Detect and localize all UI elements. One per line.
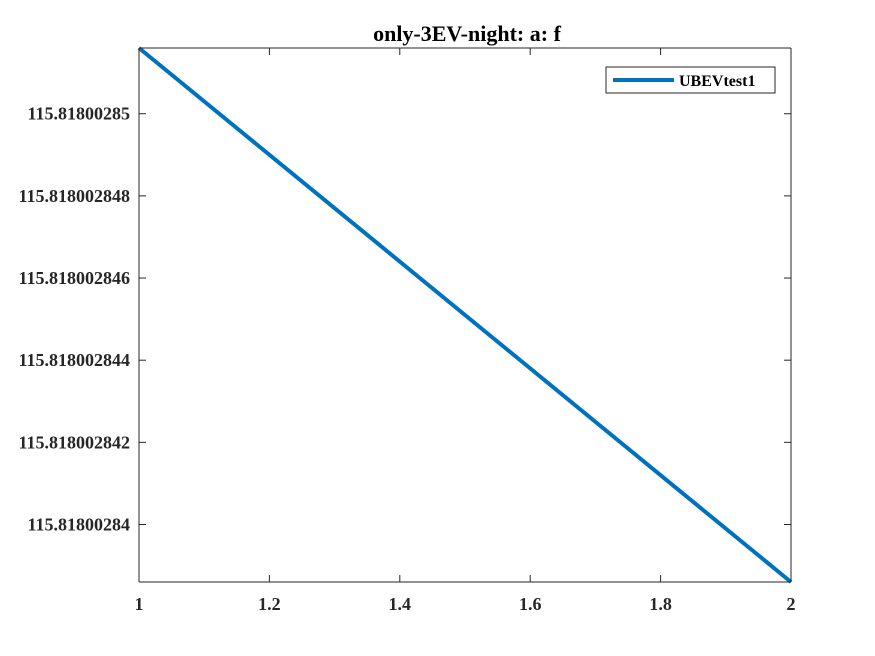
y-tick-label: 115.81800284 (27, 514, 130, 534)
x-tick-label: 1.4 (389, 594, 412, 614)
legend-label: UBEVtest1 (679, 73, 755, 90)
series-line-0 (137, 46, 793, 584)
y-tick-label: 115.818002848 (18, 186, 130, 206)
y-tick-label: 115.81800285 (27, 104, 130, 124)
y-tick-label: 115.818002842 (18, 432, 130, 452)
x-tick-label: 1.2 (258, 594, 281, 614)
y-tick-label: 115.818002844 (18, 350, 130, 370)
chart-title: only-3EV-night: a: f (373, 21, 561, 46)
axis-ticks: 1 1.2 1.4 1.6 1.8 2 115.81800284 115.818002842 1… (18, 48, 796, 614)
chart-marks (137, 46, 793, 584)
x-tick-label: 1.6 (519, 594, 542, 614)
y-tick-label: 115.818002846 (18, 268, 130, 288)
x-tick-label: 1.8 (649, 594, 672, 614)
legend: UBEVtest1 (605, 66, 776, 94)
x-tick-label: 1 (135, 594, 144, 614)
x-tick-label: 2 (787, 594, 796, 614)
